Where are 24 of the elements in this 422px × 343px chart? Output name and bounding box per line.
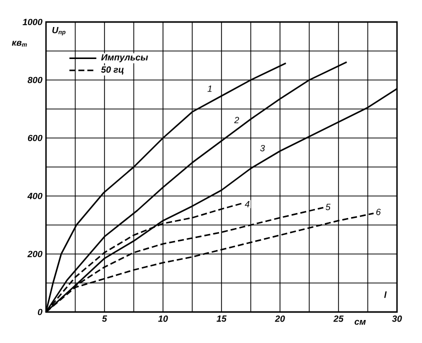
- y-tick-label: 0: [38, 308, 42, 316]
- annotation: 2: [234, 116, 240, 124]
- y-tick-label: 1000: [22, 18, 42, 26]
- x-axis-title: l: [384, 291, 387, 298]
- annotation: 4: [244, 201, 250, 208]
- text: см: [354, 320, 366, 325]
- x-tick-label: 20: [274, 316, 285, 322]
- x-tick-label: 30: [392, 316, 402, 322]
- annotation: 6: [376, 208, 381, 216]
- x-tick-label: 5: [102, 316, 108, 322]
- x-tick-label: 10: [158, 316, 168, 322]
- x-tick-label: 15: [216, 316, 227, 322]
- annotation: 5: [326, 204, 330, 210]
- y-axis-title: U$_{пр}$: [52, 26, 66, 36]
- annotation: 3: [260, 144, 265, 152]
- y-tick-label: 800: [28, 76, 42, 84]
- y-tick-label: 600: [28, 134, 42, 142]
- text: кв$_{m}$: [12, 40, 27, 47]
- annotation: 50 гц: [101, 66, 124, 74]
- y-tick-label: 400: [27, 192, 42, 200]
- x-tick-label: 25: [333, 316, 344, 322]
- annotation: 1: [208, 86, 212, 92]
- y-tick-label: 200: [27, 250, 42, 258]
- annotation: Импульсы: [101, 54, 148, 62]
